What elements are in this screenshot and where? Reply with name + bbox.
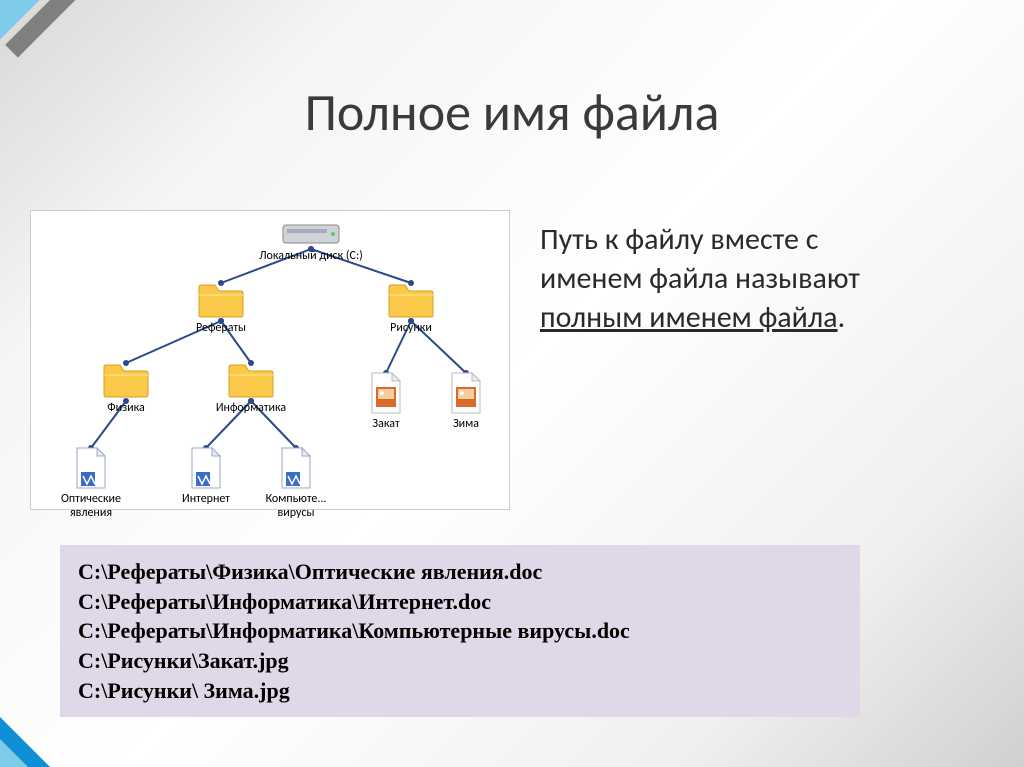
file-path: C:\Рефераты\Информатика\Компьютерные вир…: [78, 616, 842, 646]
node-label: Компьюте...вирусы: [256, 492, 336, 520]
node-label: Интернет: [166, 492, 246, 506]
node-label: Оптическиеявления: [46, 492, 136, 520]
node-label: Информатика: [211, 401, 291, 415]
folder-icon: [181, 281, 261, 319]
tree-node-referaty: Рефераты: [181, 281, 261, 335]
body-line3-underline: полным именем файла: [540, 299, 838, 336]
body-line1: Путь к файлу вместе с: [540, 221, 818, 258]
tree-node-virus: Компьюте...вирусы: [256, 446, 336, 520]
folder-icon: [211, 361, 291, 399]
tree-node-zima: Зима: [426, 371, 506, 431]
node-label: Зима: [426, 417, 506, 431]
folder-icon: [86, 361, 166, 399]
accent-top: [0, 0, 240, 60]
img-icon: [346, 371, 426, 415]
folder-icon: [371, 281, 451, 319]
file-path: C:\Рисунки\Закат.jpg: [78, 646, 842, 676]
node-label: Локальный диск (C:): [241, 249, 381, 263]
drive-icon: [241, 219, 381, 247]
node-label: Закат: [346, 417, 426, 431]
node-label: Рефераты: [181, 321, 261, 335]
img-icon: [426, 371, 506, 415]
doc-icon: [166, 446, 246, 490]
slide-title: Полное имя файла: [0, 80, 1024, 144]
tree-node-zakat: Закат: [346, 371, 426, 431]
tree-node-optic: Оптическиеявления: [46, 446, 136, 520]
node-label: Рисунки: [371, 321, 451, 335]
tree-node-risunki: Рисунки: [371, 281, 451, 335]
doc-icon: [46, 446, 136, 490]
doc-icon: [256, 446, 336, 490]
accent-bottom-left: [0, 707, 60, 767]
file-paths-box: C:\Рефераты\Физика\Оптические явления.do…: [60, 545, 860, 717]
tree-node-fizika: Физика: [86, 361, 166, 415]
node-label: Физика: [86, 401, 166, 415]
body-line2: именем файла называют: [540, 260, 860, 297]
file-path: C:\Рефераты\Физика\Оптические явления.do…: [78, 557, 842, 587]
body-line3-tail: .: [838, 299, 846, 336]
tree-node-internet: Интернет: [166, 446, 246, 506]
file-tree-diagram: Локальный диск (C:) Рефераты Рисунки Физ…: [30, 210, 510, 510]
tree-node-root: Локальный диск (C:): [241, 219, 381, 263]
tree-node-informatika: Информатика: [211, 361, 291, 415]
file-path: C:\Рефераты\Информатика\Интернет.doc: [78, 587, 842, 617]
body-text: Путь к файлу вместе с именем файла назыв…: [540, 220, 980, 337]
file-path: C:\Рисунки\ Зима.jpg: [78, 676, 842, 706]
